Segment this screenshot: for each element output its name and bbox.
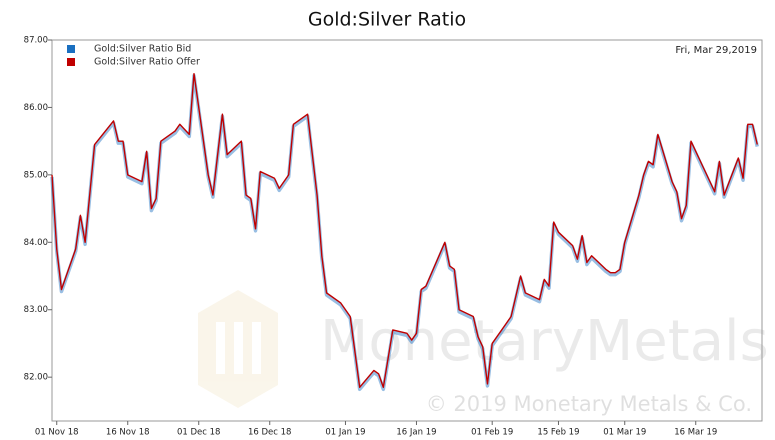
copyright: © 2019 Monetary Metals & Co. — [426, 392, 752, 416]
y-tick-label: 86.00 — [24, 103, 48, 113]
date-annotation: Fri, Mar 29,2019 — [675, 45, 757, 56]
y-tick-label: 85.00 — [24, 170, 48, 180]
x-tick-label: 01 Nov 18 — [35, 428, 79, 438]
legend-label: Gold:Silver Ratio Bid — [94, 44, 191, 55]
plot-frame — [51, 39, 763, 422]
chart-title: Gold:Silver Ratio — [308, 9, 466, 31]
legend-swatch — [67, 58, 75, 66]
x-tick-label: 16 Nov 18 — [106, 428, 150, 438]
x-tick-label: 16 Jan 19 — [396, 428, 436, 438]
y-tick-label: 87.00 — [24, 36, 48, 46]
x-tick-label: 15 Feb 19 — [537, 428, 579, 438]
x-tick-label: 16 Mar 19 — [674, 428, 717, 438]
watermark: MonetaryMetals — [320, 309, 769, 374]
y-tick-label: 82.00 — [24, 373, 48, 383]
x-tick-label: 01 Jan 19 — [325, 428, 365, 438]
y-tick-label: 83.00 — [24, 305, 48, 315]
series-line — [50, 73, 759, 392]
x-tick-label: 01 Mar 19 — [603, 428, 646, 438]
watermark-logo — [198, 290, 278, 408]
y-tick-label: 84.00 — [24, 238, 48, 248]
legend-swatch — [67, 45, 75, 53]
x-tick-label: 01 Dec 18 — [177, 428, 220, 438]
legend-label: Gold:Silver Ratio Offer — [94, 57, 200, 68]
x-tick-label: 16 Dec 18 — [248, 428, 291, 438]
x-tick-label: 01 Feb 19 — [471, 428, 513, 438]
series-line — [51, 73, 758, 388]
